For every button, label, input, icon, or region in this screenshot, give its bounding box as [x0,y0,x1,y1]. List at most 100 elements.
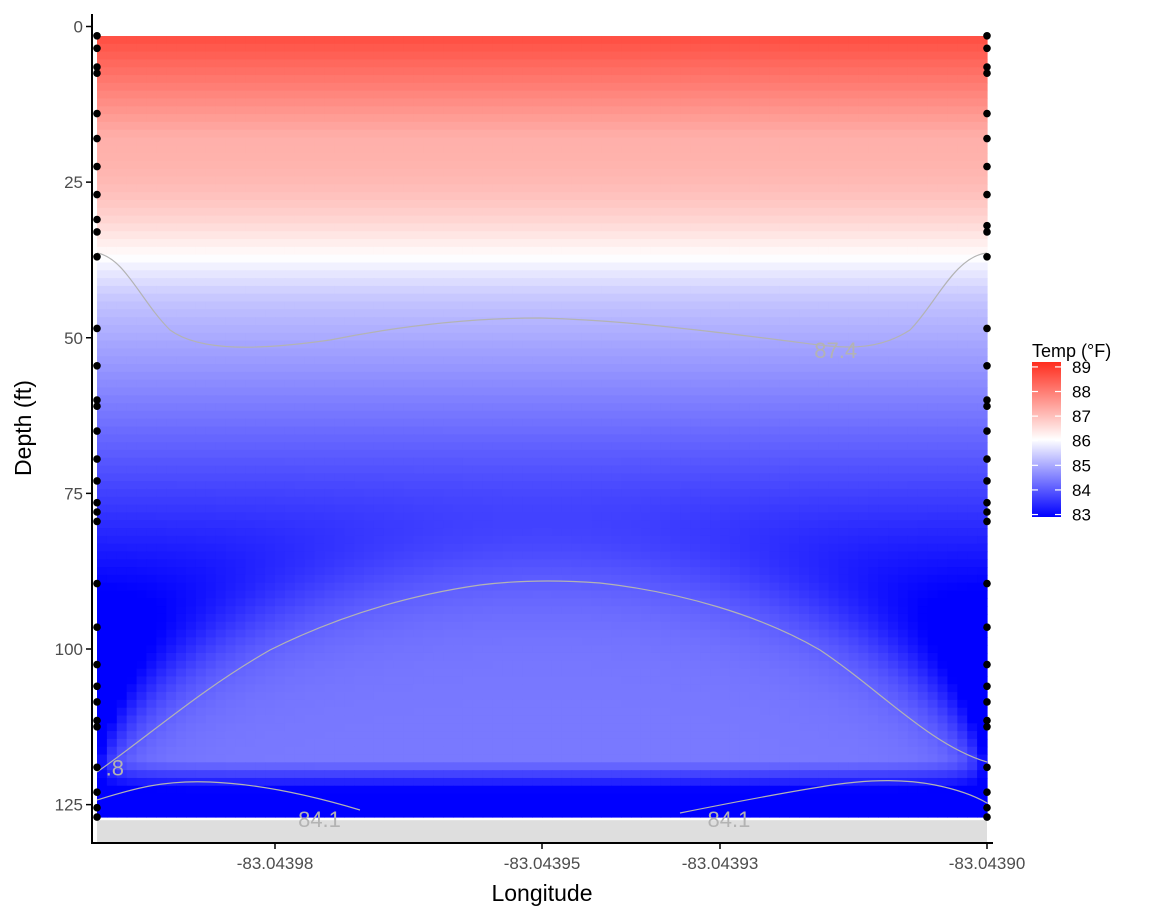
heatmap-tile [690,137,701,146]
heatmap-tile [739,121,751,131]
heatmap-tile [809,98,820,107]
heatmap-tile [393,215,405,225]
heatmap-tile [561,192,573,201]
heatmap-tile [334,59,345,68]
heatmap-tile [522,200,533,209]
heatmap-tile [294,434,306,443]
heatmap-tile [314,340,326,349]
heatmap-tile [413,364,424,373]
heatmap-tile [383,340,395,349]
heatmap-tile [729,176,741,185]
heatmap-tile [571,121,583,131]
heatmap-tile [136,114,148,123]
heatmap-tile [967,207,978,217]
heatmap-tile [373,340,385,349]
heatmap-tile [373,207,385,217]
heatmap-tile [284,410,296,420]
heatmap-tile [443,43,454,53]
heatmap-tile [729,270,741,279]
heatmap-tile [344,43,355,53]
heatmap-tile [828,285,840,295]
heatmap-tile [393,403,405,412]
heatmap-tile [383,278,395,287]
heatmap-tile [947,379,958,389]
heatmap-tile [917,278,929,287]
heatmap-tile [700,223,711,232]
heatmap-tile [947,137,958,146]
heatmap-tile [640,231,652,240]
heatmap-tile [868,278,879,287]
heatmap-tile [522,387,533,396]
heatmap-tile [126,223,138,232]
heatmap-tile [225,371,237,381]
heatmap-tile [898,223,909,232]
heatmap-tile [640,332,652,342]
heatmap-tile [720,246,731,256]
heatmap-tile [255,106,266,115]
heatmap-tile [512,293,523,303]
heatmap-tile [660,121,672,131]
heatmap-tile [838,231,850,240]
heatmap-tile [532,137,543,146]
heatmap-tile [265,114,276,123]
heatmap-tile [186,278,197,287]
heatmap-tile [433,59,444,68]
heatmap-tile [660,270,672,279]
heatmap-tile [551,176,563,185]
heatmap-tile [769,332,780,342]
heatmap-tile [156,442,167,451]
heatmap-tile [146,51,157,61]
heatmap-tile [166,457,177,467]
heatmap-tile [314,67,326,76]
heatmap-tile [809,434,820,443]
heatmap-tile [403,270,415,279]
heatmap-tile [156,43,167,53]
heatmap-tile [947,449,958,459]
heatmap-tile [690,51,701,61]
heatmap-tile [878,59,889,68]
heatmap-tile [739,317,751,326]
heatmap-tile [848,98,860,107]
heatmap-tile [789,153,800,162]
heatmap-tile [818,43,830,53]
heatmap-tile [917,387,929,396]
heatmap-tile [818,90,830,100]
heatmap-tile [611,434,622,443]
heatmap-tile [225,262,237,271]
heatmap-tile [591,121,602,131]
heatmap-tile [680,239,691,248]
heatmap-tile [186,418,197,428]
heatmap-tile [403,410,415,420]
heatmap-tile [789,121,800,131]
heatmap-tile [443,200,454,209]
heatmap-tile [720,332,731,342]
heatmap-tile [729,106,741,115]
heatmap-tile [611,262,622,271]
heatmap-tile [769,309,780,318]
heatmap-tile [462,340,474,349]
heatmap-tile [275,207,286,217]
heatmap-tile [660,457,672,467]
heatmap-tile [304,137,316,146]
heatmap-tile [512,465,523,474]
heatmap-tile [789,364,800,373]
heatmap-tile [284,403,296,412]
heatmap-tile [383,82,395,92]
heatmap-tile [769,75,780,84]
heatmap-tile [591,106,602,115]
heatmap-tile [166,278,177,287]
heatmap-tile [779,418,790,428]
heatmap-tile [512,43,523,53]
heatmap-tile [126,403,138,412]
heatmap-tile [828,51,840,61]
heatmap-tile [245,223,256,232]
heatmap-tile [106,75,118,84]
heatmap-tile [907,59,919,68]
heatmap-tile [265,309,276,318]
heatmap-tile [571,67,583,76]
heatmap-tile [917,121,929,131]
heatmap-tile [917,285,929,295]
heatmap-tile [789,410,800,420]
heatmap-tile [858,137,869,146]
heatmap-tile [858,67,869,76]
